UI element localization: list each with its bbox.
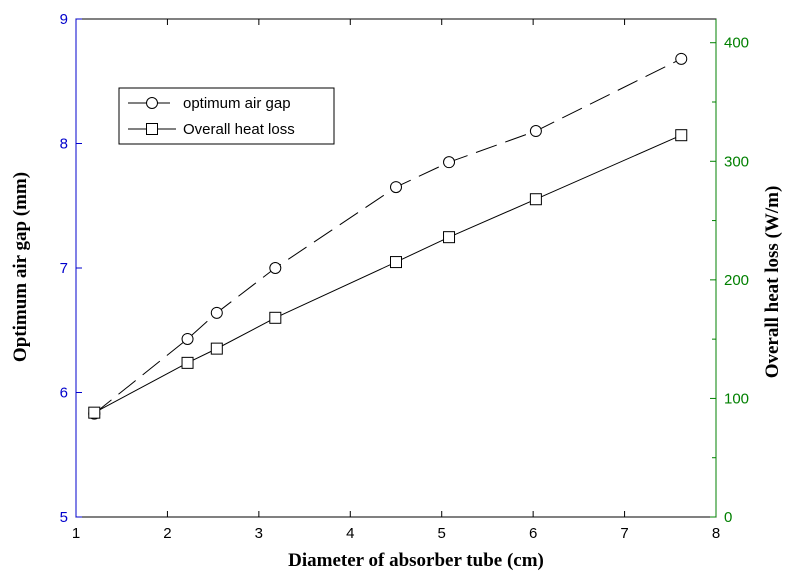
data-point-circle [269, 262, 282, 274]
y-right-tick-label: 100 [724, 390, 749, 407]
data-point-square [210, 342, 223, 355]
y-left-tick-label: 7 [60, 260, 68, 277]
data-point-square [269, 311, 282, 324]
x-tick-label: 5 [438, 525, 446, 542]
series-line-optimum-air-gap [93, 58, 682, 415]
x-tick-label: 8 [712, 525, 720, 542]
axes-layer: 1 2 3 4 5 6 7 8 5 6 7 8 9 0 100 200 300 400 [60, 11, 749, 542]
data-point-square [443, 231, 456, 244]
data-point-circle [390, 181, 402, 194]
legend-marker-circle [146, 97, 158, 109]
y-left-tick-label: 6 [60, 385, 68, 402]
data-point-circle [529, 125, 542, 138]
data-point-square [88, 406, 101, 419]
data-point-circle [675, 52, 688, 65]
data-point-circle [210, 306, 223, 319]
legend-marker-square [146, 123, 158, 135]
data-point-square [390, 256, 402, 269]
x-axis-title: Diameter of absorber tube (cm) [288, 550, 544, 571]
legend-label: optimum air gap [183, 95, 291, 112]
data-point-square [675, 129, 688, 142]
x-tick-label: 1 [72, 525, 80, 542]
data-point-circle [443, 156, 456, 169]
data-point-circle [181, 332, 194, 345]
x-tick-label: 7 [620, 525, 628, 542]
y-axis-left-title: Optimum air gap (mm) [10, 172, 31, 362]
series-layer [88, 52, 688, 420]
x-tick-label: 3 [255, 525, 263, 542]
y-right-tick-label: 200 [724, 272, 749, 289]
x-tick-label: 6 [529, 525, 537, 542]
data-point-square [181, 356, 194, 369]
y-left-tick-label: 8 [60, 136, 68, 153]
legend: optimum air gap Overall heat loss [118, 87, 335, 145]
y-axis-right-title: Overall heat loss (W/m) [762, 186, 783, 379]
x-tick-label: 2 [163, 525, 171, 542]
data-point-square [529, 193, 542, 206]
y-left-tick-label: 9 [60, 11, 68, 28]
y-right-tick-label: 300 [724, 153, 749, 170]
y-right-tick-label: 400 [724, 35, 749, 52]
y-left-tick-label: 5 [60, 509, 68, 526]
legend-label: Overall heat loss [183, 121, 295, 138]
y-right-tick-label: 0 [724, 509, 732, 526]
x-tick-label: 4 [346, 525, 354, 542]
